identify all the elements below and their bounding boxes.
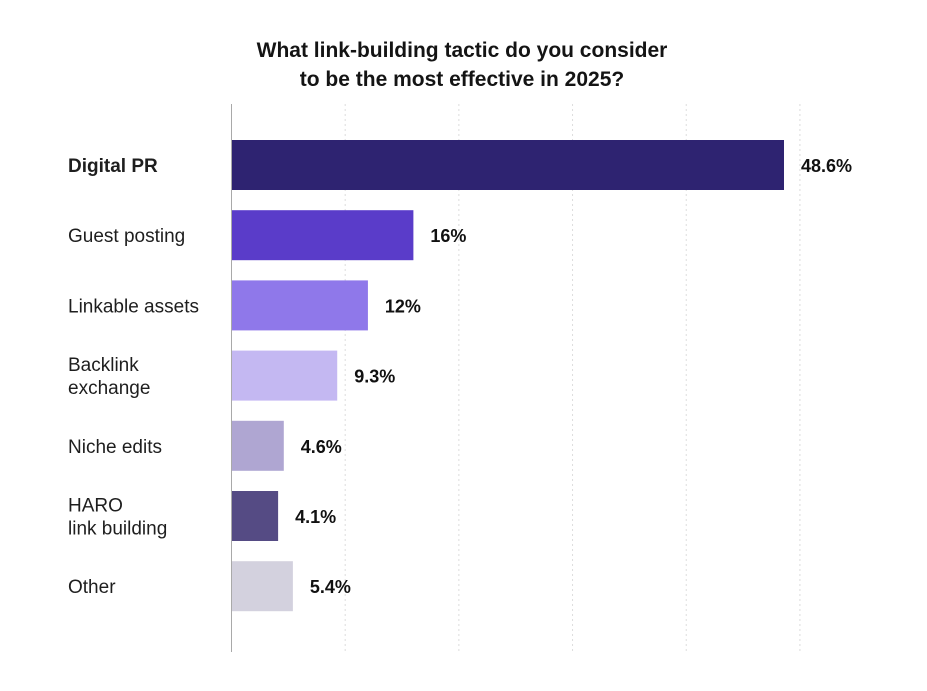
- data-label: 9.3%: [354, 367, 395, 387]
- category-label: Niche edits: [68, 437, 162, 458]
- value-labels: 48.6% 16% 12% 9.3% 4.6% 4.1% 5.4%: [295, 156, 852, 597]
- category-label: link building: [68, 519, 167, 540]
- bar: [231, 350, 338, 401]
- category-label: HARO: [68, 496, 123, 517]
- category-labels: Digital PR Guest posting Linkable assets Ba…: [68, 156, 199, 598]
- chart-title-line-1: What link-building tactic do you conside…: [257, 39, 668, 62]
- bar: [231, 210, 414, 261]
- data-label: 48.6%: [801, 156, 852, 176]
- chart-title-line-2: to be the most effective in 2025?: [300, 68, 624, 91]
- data-label: 16%: [430, 226, 466, 246]
- category-label: exchange: [68, 378, 150, 399]
- bar: [231, 561, 293, 612]
- chart-title: What link-building tactic do you conside…: [257, 39, 668, 91]
- data-label: 5.4%: [310, 577, 351, 597]
- bar: [231, 491, 279, 541]
- category-label: Linkable assets: [68, 296, 199, 317]
- data-label: 12%: [385, 296, 421, 316]
- data-label: 4.1%: [295, 507, 336, 527]
- bar: [231, 140, 784, 190]
- category-label: Guest posting: [68, 226, 185, 247]
- bars: [231, 140, 784, 612]
- data-label: 4.6%: [301, 437, 342, 457]
- bar: [231, 280, 368, 331]
- gridlines: [344, 104, 801, 652]
- category-label: Backlink: [68, 355, 139, 376]
- category-label: Digital PR: [68, 156, 158, 177]
- category-label: Other: [68, 577, 116, 598]
- bar: [231, 420, 284, 471]
